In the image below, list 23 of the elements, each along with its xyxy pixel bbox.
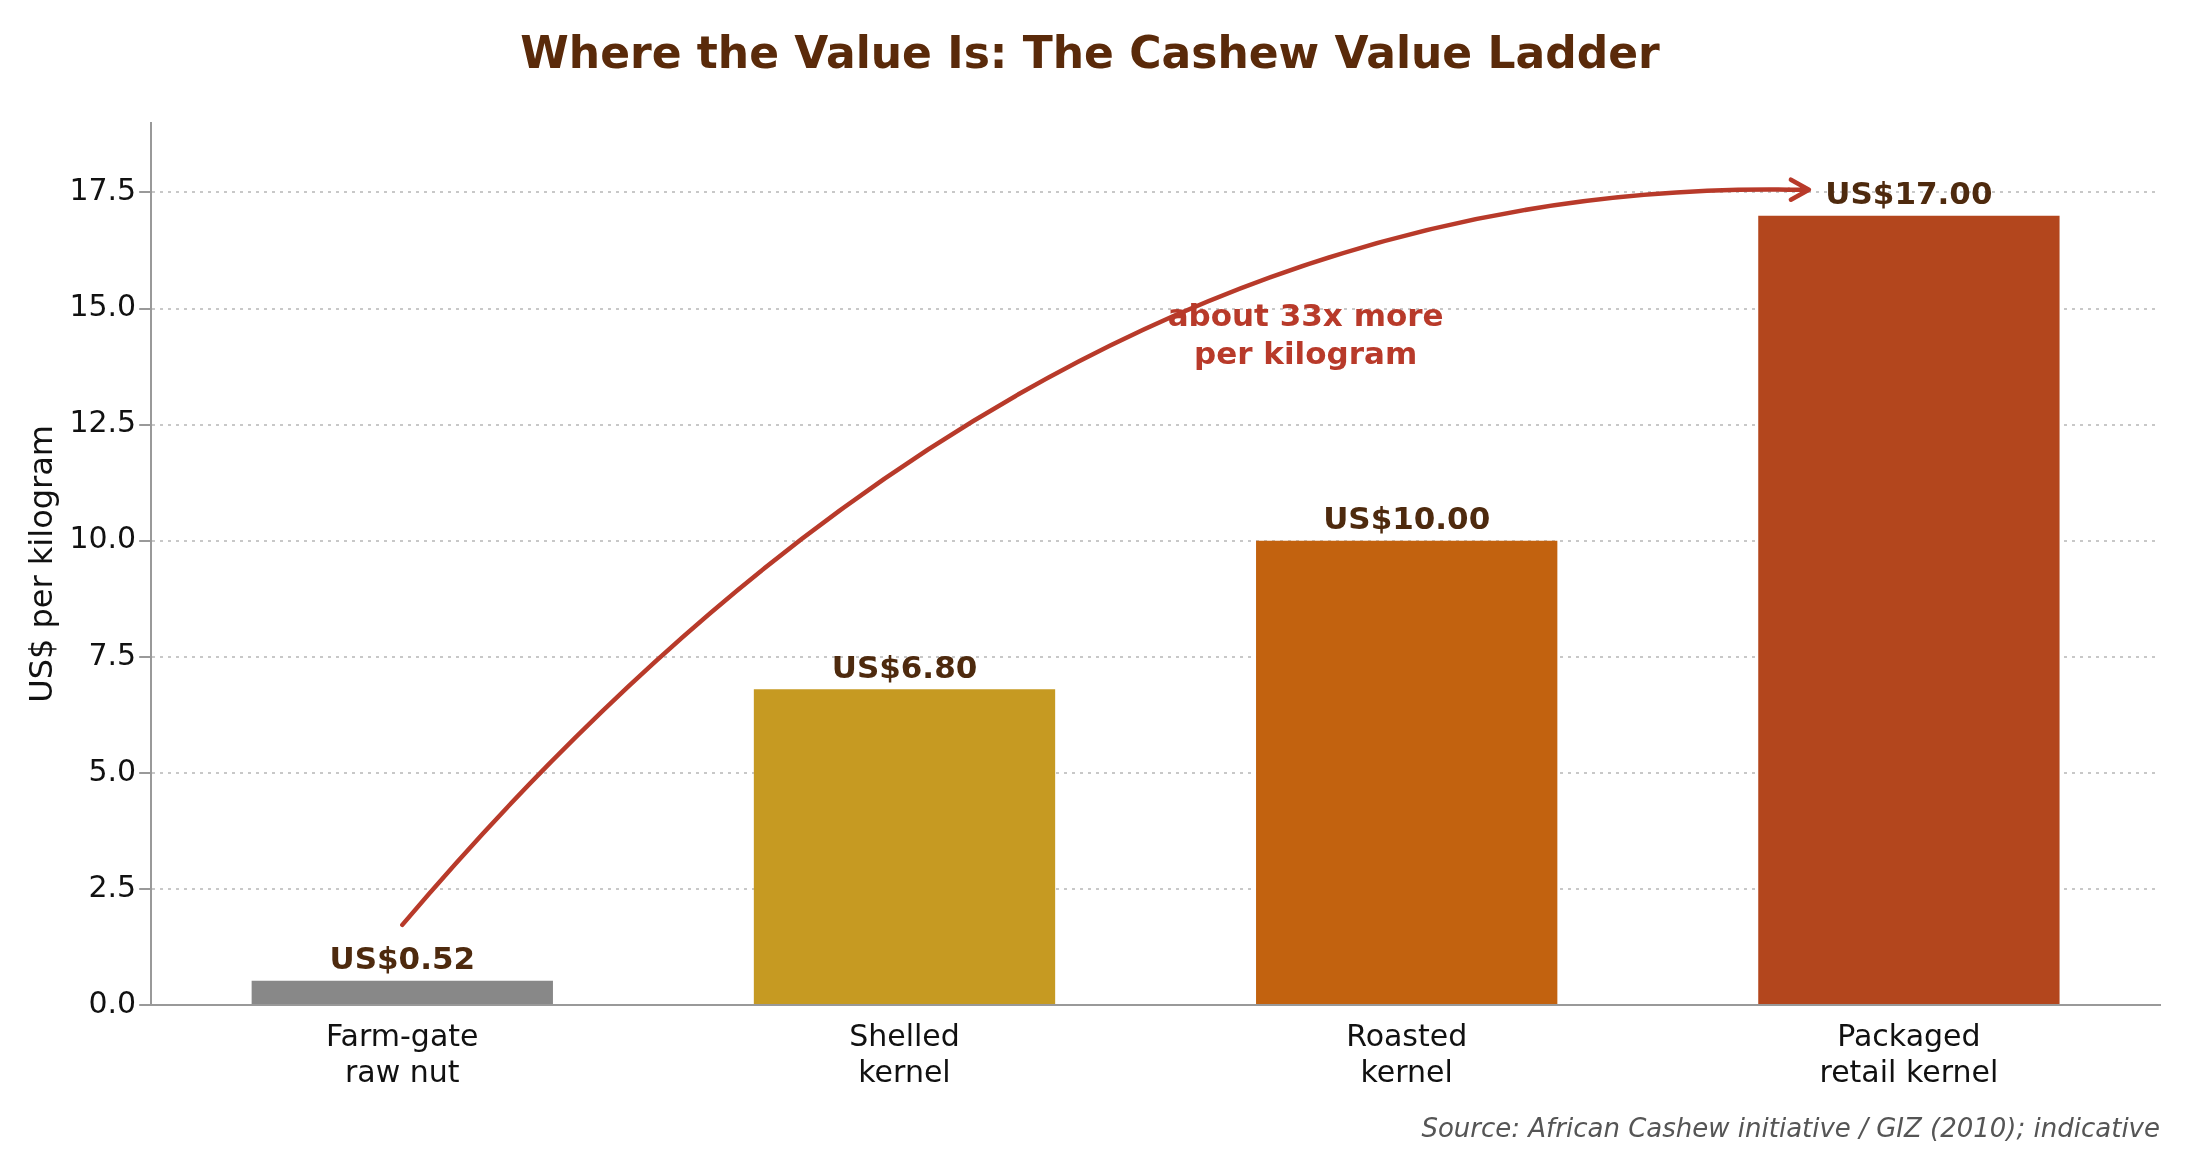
- data-label: US$0.52: [329, 940, 476, 977]
- x-tick-label: Shelled kernel: [849, 1017, 960, 1089]
- y-tick-label: 17.5: [69, 172, 137, 208]
- y-tick-label: 7.5: [88, 636, 137, 672]
- bar: [1758, 215, 2060, 1004]
- x-tick-label: Packaged retail kernel: [1819, 1017, 1999, 1089]
- x-tick-label: Roasted kernel: [1346, 1017, 1468, 1089]
- y-tick-label: 12.5: [69, 404, 137, 440]
- y-tick-label: 10.0: [69, 520, 137, 556]
- bar: [753, 689, 1056, 1004]
- source-note: Source: African Cashew initiative / GIZ (2010); indicative: [1421, 1112, 2160, 1143]
- data-label: US$10.00: [1323, 500, 1491, 537]
- x-tick-label: Farm-gate raw nut: [326, 1017, 479, 1089]
- data-label: US$6.80: [831, 648, 978, 685]
- bar: [251, 980, 553, 1004]
- y-tick-label: 0.0: [88, 984, 137, 1020]
- y-tick-label: 5.0: [88, 752, 137, 788]
- y-tick-label: 15.0: [69, 288, 137, 324]
- chart-title: Where the Value Is: The Cashew Value Ladder: [520, 26, 1661, 78]
- data-label: US$17.00: [1825, 175, 1993, 212]
- y-axis-title: US$ per kilogram: [21, 425, 60, 703]
- y-tick-label: 2.5: [88, 868, 137, 904]
- bar: [1256, 540, 1558, 1004]
